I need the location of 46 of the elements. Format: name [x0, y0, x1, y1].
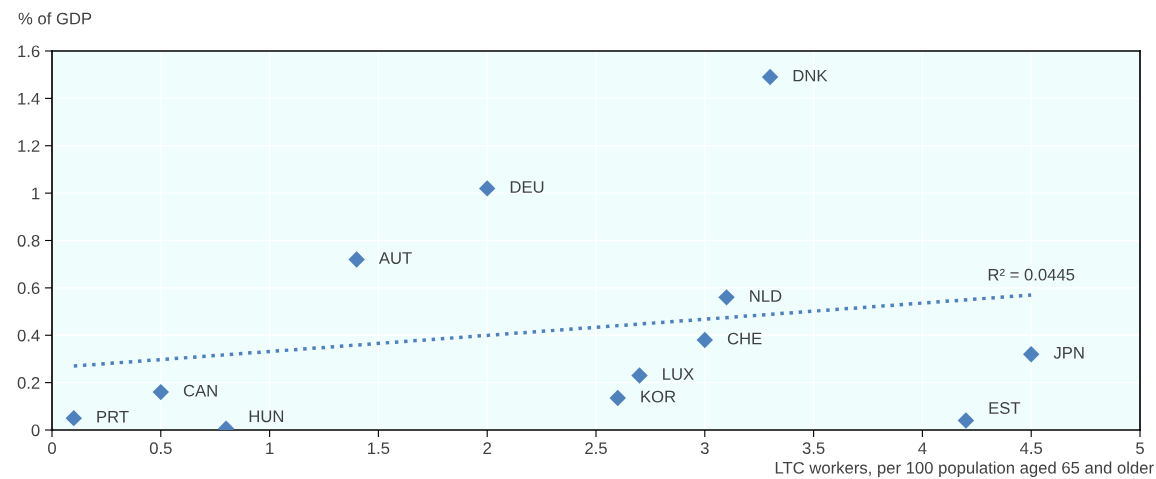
point: [631, 367, 648, 384]
y-tick-label: 0.4: [17, 329, 40, 342]
point: [718, 289, 735, 306]
annotation: LUX: [663, 368, 694, 380]
y-tick-label: 1: [32, 187, 40, 200]
y-tick-label: 1.2: [18, 140, 40, 152]
point: [609, 389, 626, 407]
y-tick-label: 0.2: [17, 377, 40, 389]
x-axis-title: LTC workers, per 100 population aged 65 and older: [775, 461, 1154, 477]
x-tick-label: 4: [918, 442, 927, 454]
annotation: KOR: [641, 390, 676, 403]
x-tick-label: 3: [700, 442, 709, 455]
annotation: PRT: [97, 411, 129, 423]
annotation: R² = 0.0445: [988, 268, 1075, 281]
point: [65, 409, 82, 427]
annotation: DNK: [793, 69, 828, 82]
point: [152, 383, 170, 401]
annotation: CAN: [183, 384, 217, 397]
point: [348, 251, 365, 268]
annotation: AUT: [378, 252, 412, 264]
point: [761, 68, 779, 86]
annotation: CHE: [727, 332, 762, 345]
x-tick-label: 1.5: [368, 442, 390, 455]
x-tick-label: 0: [48, 442, 56, 455]
x-tick-label: 2: [483, 442, 491, 454]
point: [696, 331, 714, 349]
x-tick-label: 3.5: [802, 442, 825, 455]
y-tick-label: 0: [31, 424, 40, 437]
y-axis-title: % of GDP: [18, 12, 92, 25]
y-tick-label: 1.6: [18, 45, 40, 58]
x-tick-label: 0.5: [149, 442, 172, 455]
x-tick-label: 2.5: [585, 442, 607, 455]
x-tick-label: 5: [1136, 442, 1144, 455]
y-tick-label: 0.8: [17, 234, 40, 247]
x-tick-label: 4.5: [1020, 442, 1043, 455]
annotation: HUN: [249, 410, 284, 423]
y-tick-label: 1.4: [18, 92, 40, 105]
point: [957, 412, 975, 429]
annotation: JPN: [1053, 347, 1084, 359]
point: [478, 180, 496, 197]
point: [1022, 345, 1040, 363]
x-tick-label: 1: [266, 442, 274, 454]
y-tick-label: 0.6: [17, 282, 40, 295]
annotation: EST: [989, 402, 1021, 414]
annotation: NLD: [750, 290, 782, 302]
annotation: DEU: [510, 181, 544, 193]
